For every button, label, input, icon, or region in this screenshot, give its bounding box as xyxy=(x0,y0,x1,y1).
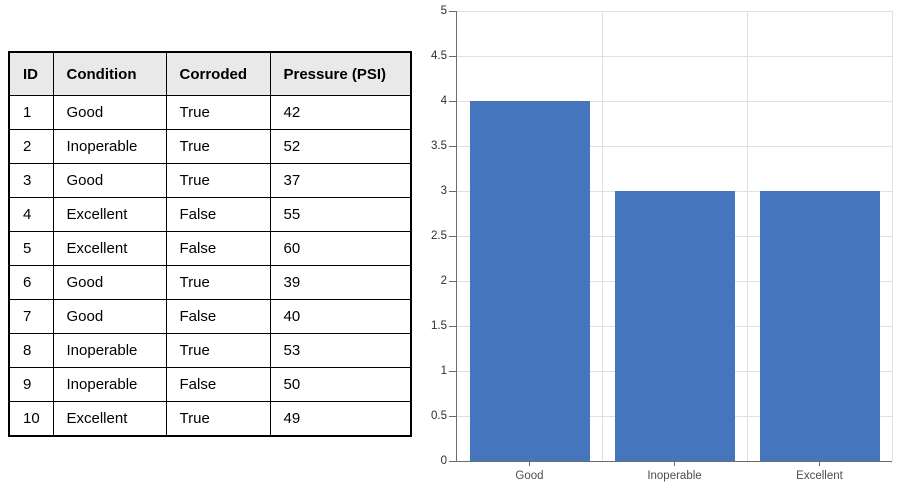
y-axis-tick xyxy=(449,370,457,372)
table-cell: 50 xyxy=(269,367,412,402)
table-cell: 52 xyxy=(269,129,412,164)
x-axis-tick xyxy=(529,461,530,466)
table-cell: 4 xyxy=(8,197,54,232)
gridline-v xyxy=(891,11,893,461)
table-cell: 49 xyxy=(269,401,412,437)
gridline-h xyxy=(457,145,892,147)
table-cell: 2 xyxy=(8,129,54,164)
header-cell-pressure: Pressure (PSI) xyxy=(269,51,412,96)
y-axis-tick xyxy=(449,280,457,282)
bar-inoperable xyxy=(614,191,735,461)
table-cell: 10 xyxy=(8,401,54,437)
table-cell: Excellent xyxy=(52,401,167,437)
table-row: 4 Excellent False 55 xyxy=(8,197,412,232)
table-cell: False xyxy=(165,197,271,232)
table-cell: Good xyxy=(52,95,167,130)
table-cell: 1 xyxy=(8,95,54,130)
table-cell: 7 xyxy=(8,299,54,334)
table-cell: 40 xyxy=(269,299,412,334)
table-cell: True xyxy=(165,333,271,368)
table-cell: True xyxy=(165,401,271,437)
table-cell: Inoperable xyxy=(52,367,167,402)
table-cell: 39 xyxy=(269,265,412,300)
x-axis-tick xyxy=(674,461,675,466)
y-axis-tick xyxy=(449,145,457,147)
header-cell-condition: Condition xyxy=(52,51,167,96)
x-axis-tick xyxy=(819,461,820,466)
table-cell: 5 xyxy=(8,231,54,266)
y-axis-tick xyxy=(449,235,457,237)
table-header-row: ID Condition Corroded Pressure (PSI) xyxy=(8,51,412,96)
y-axis-tick xyxy=(449,10,457,12)
table-cell: Good xyxy=(52,163,167,198)
table-row: 9 Inoperable False 50 xyxy=(8,367,412,402)
y-axis-tick xyxy=(449,55,457,57)
table-row: 2 Inoperable True 52 xyxy=(8,129,412,164)
table-cell: Excellent xyxy=(52,197,167,232)
table-row: 3 Good True 37 xyxy=(8,163,412,198)
table-cell: 42 xyxy=(269,95,412,130)
y-tick-label: 5 xyxy=(440,5,447,17)
table-row: 7 Good False 40 xyxy=(8,299,412,334)
y-tick-label: 1.5 xyxy=(431,320,447,332)
gridline-h xyxy=(457,55,892,57)
bar-chart: 0 0.5 1 1.5 2 2.5 3 3.5 4 4.5 5 Good Inoperable Excel… xyxy=(431,5,893,482)
table-cell: 3 xyxy=(8,163,54,198)
table-cell: True xyxy=(165,163,271,198)
gridline-v xyxy=(746,11,748,461)
y-axis-tick xyxy=(449,325,457,327)
table-cell: Inoperable xyxy=(52,129,167,164)
y-tick-label: 0 xyxy=(440,455,447,467)
header-cell-corroded: Corroded xyxy=(165,51,271,96)
table-cell: True xyxy=(165,129,271,164)
y-axis-tick xyxy=(449,190,457,192)
table-cell: 55 xyxy=(269,197,412,232)
table-cell: False xyxy=(165,231,271,266)
y-axis-tick xyxy=(449,100,457,102)
y-tick-label: 2.5 xyxy=(431,230,447,242)
x-tick-label: Excellent xyxy=(796,470,843,482)
table-cell: True xyxy=(165,265,271,300)
y-tick-label: 3 xyxy=(440,185,447,197)
y-tick-label: 1 xyxy=(440,365,447,377)
table-cell: Inoperable xyxy=(52,333,167,368)
gridline-h xyxy=(457,100,892,102)
gridline-h xyxy=(457,10,892,12)
y-tick-label: 2 xyxy=(440,275,447,287)
table-cell: 60 xyxy=(269,231,412,266)
table-row: 8 Inoperable True 53 xyxy=(8,333,412,368)
y-tick-label: 0.5 xyxy=(431,410,447,422)
table-row: 6 Good True 39 xyxy=(8,265,412,300)
table-cell: False xyxy=(165,367,271,402)
header-cell-id: ID xyxy=(8,51,54,96)
gridline-v xyxy=(601,11,603,461)
x-tick-label: Inoperable xyxy=(647,470,702,482)
y-axis-tick xyxy=(449,415,457,417)
table-cell: 53 xyxy=(269,333,412,368)
table-cell: Good xyxy=(52,299,167,334)
y-tick-label: 3.5 xyxy=(431,140,447,152)
table-cell: 37 xyxy=(269,163,412,198)
table-row: 5 Excellent False 60 xyxy=(8,231,412,266)
table-row: 1 Good True 42 xyxy=(8,95,412,130)
data-table: ID Condition Corroded Pressure (PSI) 1 Go… xyxy=(8,51,412,437)
x-tick-label: Good xyxy=(515,470,544,482)
bar-excellent xyxy=(759,191,880,461)
y-tick-label: 4 xyxy=(440,95,447,107)
y-axis-tick xyxy=(449,460,457,462)
table-body: 1 Good True 42 2 Inoperable True 52 3 Good True 37 4… xyxy=(8,95,412,437)
y-tick-label: 4.5 xyxy=(431,50,447,62)
table-cell: 6 xyxy=(8,265,54,300)
table-row: 10 Excellent True 49 xyxy=(8,401,412,437)
table-cell: 8 xyxy=(8,333,54,368)
table-cell: Good xyxy=(52,265,167,300)
table-cell: False xyxy=(165,299,271,334)
table-cell: True xyxy=(165,95,271,130)
bar-good xyxy=(469,101,590,461)
table-cell: 9 xyxy=(8,367,54,402)
table-cell: Excellent xyxy=(52,231,167,266)
